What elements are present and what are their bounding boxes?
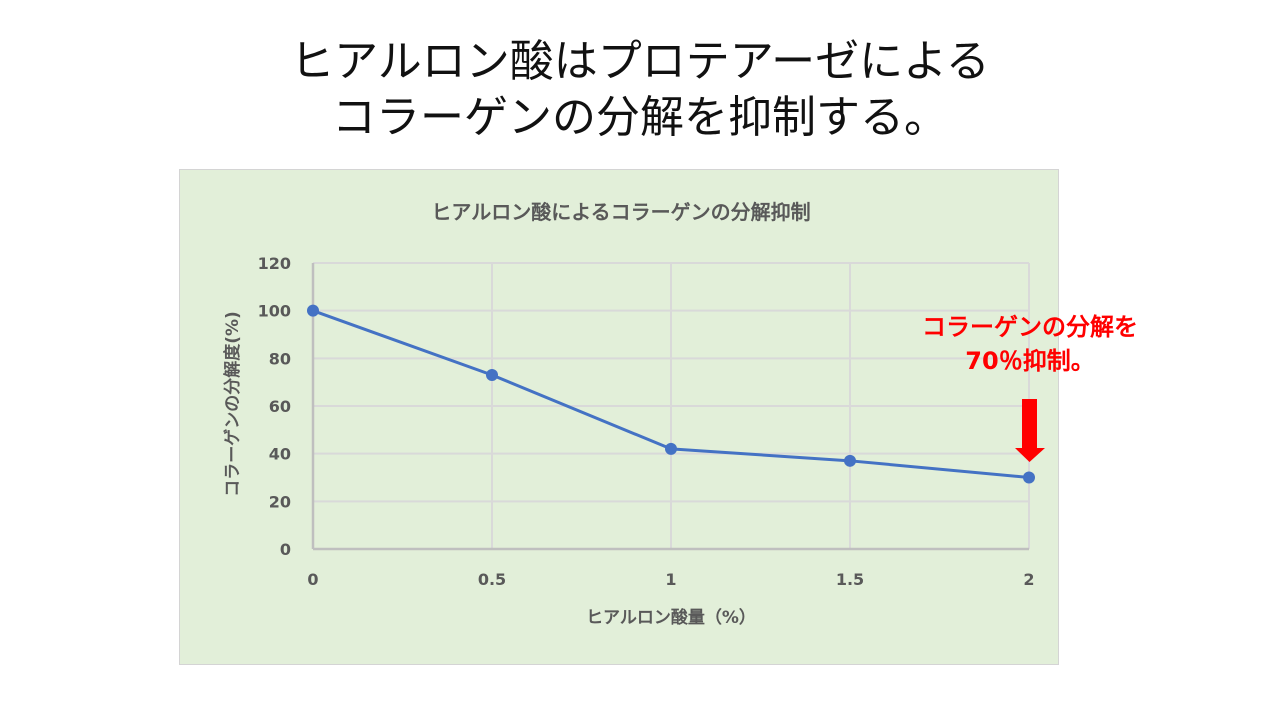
data-point-marker: [665, 442, 677, 455]
y-axis-label: コラーゲンの分解度(%): [222, 311, 243, 497]
data-point-marker: [307, 304, 319, 317]
x-axis-ticks: 0 0.5 1 1.5 2: [307, 570, 1034, 589]
x-axis-label: ヒアルロン酸量（%）: [586, 607, 756, 628]
slide-title-line-1: ヒアルロン酸はプロテアーゼによる: [290, 36, 990, 87]
x-tick-label: 2: [1023, 570, 1034, 589]
x-tick-label: 0.5: [478, 570, 506, 589]
y-tick-label: 20: [269, 492, 291, 511]
y-tick-label: 100: [258, 302, 291, 321]
data-series: [307, 304, 1035, 484]
y-tick-label: 0: [280, 540, 291, 559]
gridlines: [312, 262, 1030, 550]
annotation-line-1: コラーゲンの分解を: [922, 313, 1138, 341]
y-tick-label: 80: [269, 349, 291, 368]
down-arrow-icon: [1015, 399, 1045, 462]
y-tick-label: 40: [269, 445, 291, 464]
slide-title-line-2: コラーゲンの分解を抑制する。: [332, 92, 948, 143]
x-tick-label: 1: [665, 570, 676, 589]
x-tick-label: 0: [307, 570, 318, 589]
annotation-callout: コラーゲンの分解を 70％抑制。: [870, 310, 1190, 378]
y-tick-label: 120: [258, 254, 291, 273]
y-axis-ticks: 0 20 40 60 80 100 120: [258, 254, 291, 559]
data-point-marker: [844, 454, 856, 467]
annotation-line-2: 70％抑制。: [965, 347, 1095, 375]
y-tick-label: 60: [269, 397, 291, 416]
x-tick-label: 1.5: [836, 570, 864, 589]
data-point-marker: [1023, 471, 1035, 484]
slide-title: ヒアルロン酸はプロテアーゼによる コラーゲンの分解を抑制する。: [0, 34, 1280, 146]
line-chart: ヒアルロン酸によるコラーゲンの分解抑制 0 20 40 60 80 100 120 0 0.5…: [222, 200, 1035, 628]
chart-panel: ヒアルロン酸によるコラーゲンの分解抑制 0 20 40 60 80 100 120 0 0.5…: [179, 169, 1059, 665]
data-point-marker: [486, 369, 498, 382]
chart-title: ヒアルロン酸によるコラーゲンの分解抑制: [431, 200, 810, 224]
